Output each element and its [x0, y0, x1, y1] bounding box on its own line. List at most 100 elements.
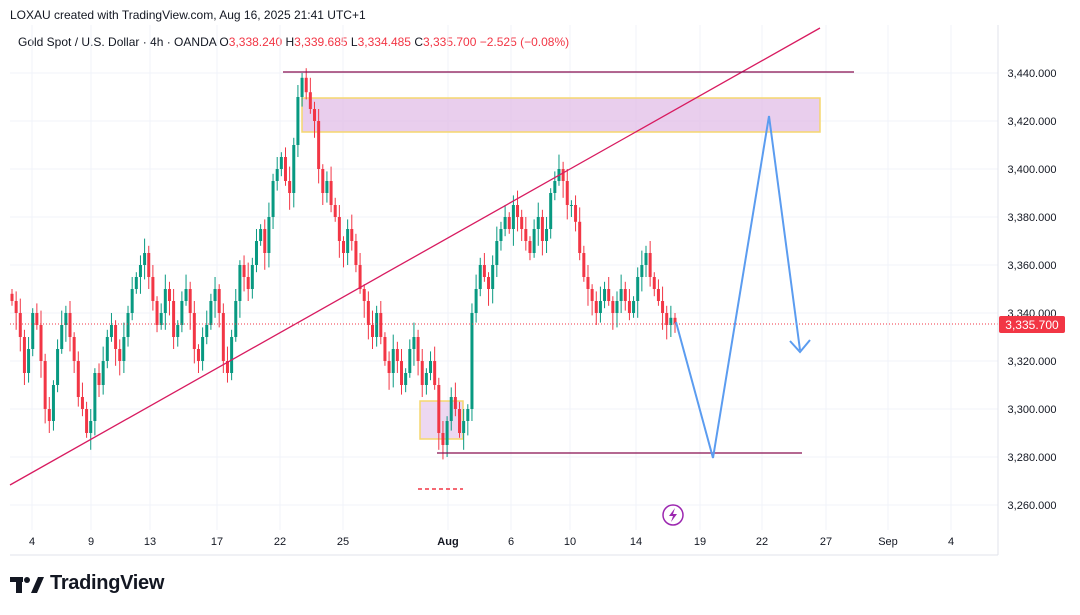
candle-body [607, 289, 611, 301]
candle-body [138, 265, 142, 277]
candle-body [68, 313, 72, 337]
candle-body [312, 109, 316, 121]
candle-body [72, 337, 76, 361]
event-circle [662, 504, 684, 526]
time-tick-label: 14 [630, 536, 642, 548]
candle-body [540, 217, 544, 241]
candle-body [333, 205, 337, 217]
time-tick-label: Aug [437, 536, 458, 548]
price-tick-label: 3,300.000 [1008, 404, 1057, 416]
candle-body [27, 349, 31, 373]
candle-body [85, 409, 89, 433]
time-tick-label: 9 [88, 536, 94, 548]
candle-body [221, 313, 225, 361]
time-axis[interactable]: 4 9 13 17 22 25 Aug 6 10 14 19 22 27 Sep 4 [10, 536, 998, 556]
candle-body [35, 313, 39, 325]
candle-body [545, 229, 549, 241]
candle-body [47, 409, 51, 421]
time-tick-label: 4 [29, 536, 35, 548]
candle-body [665, 313, 669, 325]
last-price-tag-bg [999, 316, 1065, 333]
high-value: 3,339.685 [294, 35, 348, 49]
candle-body [590, 289, 594, 301]
candle-body [516, 205, 520, 217]
candle-body [10, 293, 14, 301]
candle-body [383, 337, 387, 361]
projection-path[interactable] [675, 115, 801, 459]
candle-body [304, 77, 308, 93]
candle-body [453, 397, 457, 409]
candle-body [611, 301, 615, 313]
candle-body [163, 289, 167, 313]
candle-body [254, 241, 258, 265]
candle-body [495, 241, 499, 265]
candle-body [424, 373, 428, 385]
candle-body [478, 265, 482, 289]
candle-body [507, 217, 511, 229]
candle-body [242, 265, 246, 277]
grid-lines [10, 25, 998, 530]
candle-body [275, 169, 279, 181]
candle-body [213, 289, 217, 301]
candle-body [652, 277, 656, 289]
candle-body [126, 313, 130, 337]
candle-body [656, 289, 660, 301]
candle-body [433, 361, 437, 385]
candle-body [532, 229, 536, 253]
candle-body [371, 325, 375, 337]
candle-body [225, 361, 229, 373]
candle-body [60, 325, 64, 349]
lightning-icon [669, 508, 677, 522]
candle-body [51, 385, 55, 421]
candle-body [246, 277, 250, 289]
candle-body [342, 241, 345, 253]
symbol-name[interactable]: Gold Spot / U.S. Dollar · 4h · OANDA [18, 35, 217, 49]
candle-body [598, 301, 602, 313]
time-tick-label: Sep [878, 536, 898, 548]
candle-body [474, 289, 478, 313]
candle-body [234, 301, 238, 337]
candle-body [408, 349, 412, 373]
candle-body [300, 77, 304, 97]
candle-body [429, 361, 433, 373]
candle-body [118, 349, 122, 361]
candle-body [263, 229, 267, 253]
candle-body [80, 397, 84, 409]
dividends-event-marker[interactable] [662, 504, 684, 526]
candle-body [346, 229, 350, 253]
candle-body [155, 301, 159, 325]
tradingview-logo[interactable]: TradingView [10, 572, 164, 595]
candle-body [565, 181, 569, 205]
price-tick-label: 3,400.000 [1008, 164, 1057, 176]
candle-body [176, 325, 180, 337]
candle-body [337, 217, 341, 241]
low-label: L [350, 35, 358, 49]
candle-body [499, 229, 503, 241]
candle-body [317, 121, 321, 169]
candle-body [528, 241, 532, 253]
candle-body [101, 361, 105, 385]
candle-body [586, 277, 590, 289]
candle-body [615, 301, 619, 313]
trendline[interactable] [9, 27, 821, 486]
candle-body [669, 317, 673, 325]
close-value: 3,335.700 [423, 35, 477, 49]
candle-body [105, 337, 109, 361]
supply-zone[interactable] [301, 97, 821, 133]
candle-body [395, 349, 399, 361]
price-tick-label: 3,440.000 [1008, 68, 1057, 80]
candle-body [362, 289, 366, 301]
time-tick-label: 25 [337, 536, 349, 548]
open-label: O [219, 35, 229, 49]
candle-body [350, 229, 354, 241]
candle-body [491, 265, 495, 289]
candle-body [134, 277, 138, 289]
candle-body [296, 97, 300, 145]
candle-body [329, 181, 333, 205]
candle-body [569, 205, 573, 206]
price-axis[interactable]: 3,440.000 3,420.000 3,400.000 3,380.000 3,36… [997, 25, 1057, 555]
price-tick-label: 3,280.000 [1008, 452, 1057, 464]
candle-body [14, 301, 18, 313]
tradingview-logo-icon [10, 576, 44, 593]
